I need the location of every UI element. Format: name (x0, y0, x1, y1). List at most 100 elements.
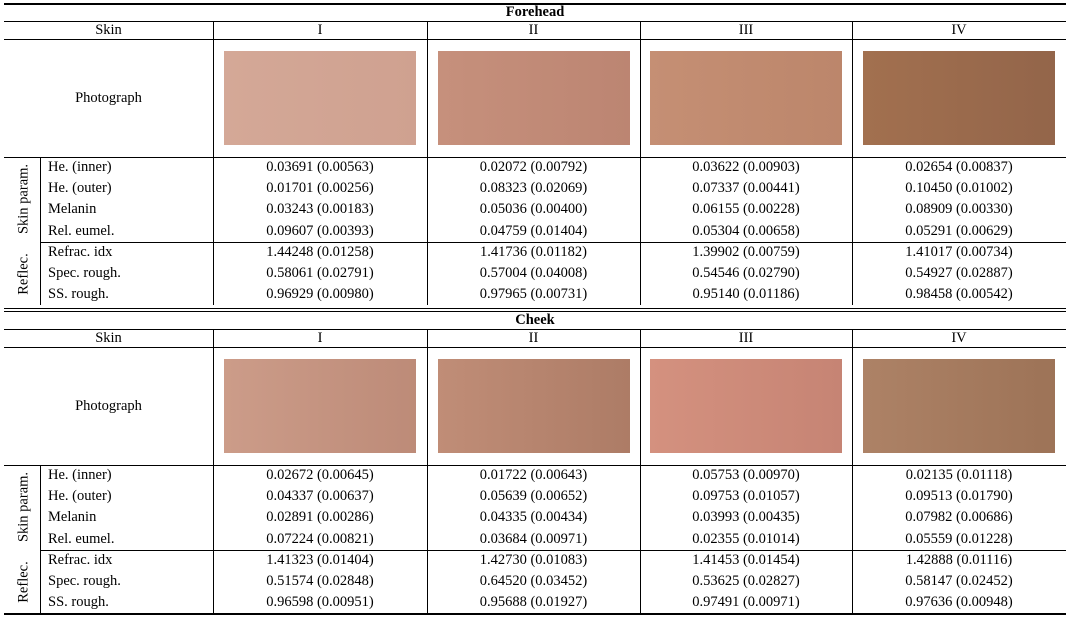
value-cell: 0.05036 (0.00400) (427, 199, 640, 220)
row-label: Rel. eumel. (40, 221, 213, 242)
column-rule (213, 157, 214, 305)
value-cell: 0.02355 (0.01014) (640, 529, 852, 550)
column-rule (427, 21, 428, 157)
value-cell: 0.02654 (0.00837) (852, 157, 1066, 178)
value-cell: 0.02672 (0.00645) (213, 465, 427, 486)
column-rule (427, 157, 428, 305)
section-title: Forehead (4, 3, 1066, 21)
row-label: He. (outer) (40, 486, 213, 507)
value-cell: 0.05304 (0.00658) (640, 221, 852, 242)
column-rule (213, 465, 214, 613)
column-rule (427, 465, 428, 613)
value-cell: 0.05559 (0.01228) (852, 529, 1066, 550)
row-label: SS. rough. (40, 284, 213, 305)
group-label: Skin param. (16, 472, 33, 542)
column-rule (213, 329, 214, 465)
value-cell: 0.02135 (0.01118) (852, 465, 1066, 486)
value-cell: 1.39902 (0.00759) (640, 242, 852, 263)
value-cell: 0.03691 (0.00563) (213, 157, 427, 178)
value-cell: 0.97965 (0.00731) (427, 284, 640, 305)
value-cell: 0.96598 (0.00951) (213, 592, 427, 613)
skin-photo (863, 51, 1055, 145)
value-cell: 0.95688 (0.01927) (427, 592, 640, 613)
value-cell: 0.05639 (0.00652) (427, 486, 640, 507)
row-label: Rel. eumel. (40, 529, 213, 550)
row-label: Spec. rough. (40, 571, 213, 592)
skin-photo (650, 51, 842, 145)
row-label: He. (outer) (40, 178, 213, 199)
value-cell: 0.02891 (0.00286) (213, 507, 427, 528)
column-header: IV (852, 329, 1066, 347)
value-cell: 0.08909 (0.00330) (852, 199, 1066, 220)
column-rule (852, 465, 853, 613)
column-header: I (213, 329, 427, 347)
column-header: IV (852, 21, 1066, 39)
row-header: Photograph (4, 39, 213, 157)
column-rule (40, 157, 41, 305)
rule (4, 308, 1066, 309)
skin-photo (438, 359, 630, 453)
column-rule (40, 465, 41, 613)
row-label: Spec. rough. (40, 263, 213, 284)
section-title: Cheek (4, 311, 1066, 329)
value-cell: 0.01722 (0.00643) (427, 465, 640, 486)
column-header: II (427, 21, 640, 39)
value-cell: 0.08323 (0.02069) (427, 178, 640, 199)
value-cell: 0.57004 (0.04008) (427, 263, 640, 284)
group-label: Reflec. (16, 253, 33, 294)
value-cell: 0.98458 (0.00542) (852, 284, 1066, 305)
column-header: Skin (4, 21, 213, 39)
row-label: He. (inner) (40, 157, 213, 178)
rule (4, 613, 1066, 615)
value-cell: 0.64520 (0.03452) (427, 571, 640, 592)
skin-photo (438, 51, 630, 145)
column-rule (640, 329, 641, 465)
skin-photo (224, 51, 416, 145)
value-cell: 0.04337 (0.00637) (213, 486, 427, 507)
value-cell: 0.53625 (0.02827) (640, 571, 852, 592)
value-cell: 0.58061 (0.02791) (213, 263, 427, 284)
value-cell: 0.97491 (0.00971) (640, 592, 852, 613)
row-label: He. (inner) (40, 465, 213, 486)
skin-photo (224, 359, 416, 453)
column-rule (213, 21, 214, 157)
skin-photo (650, 359, 842, 453)
column-rule (640, 157, 641, 305)
value-cell: 0.07224 (0.00821) (213, 529, 427, 550)
column-header: Skin (4, 329, 213, 347)
column-rule (640, 21, 641, 157)
row-label: SS. rough. (40, 592, 213, 613)
value-cell: 0.09607 (0.00393) (213, 221, 427, 242)
value-cell: 1.41453 (0.01454) (640, 550, 852, 571)
value-cell: 0.07982 (0.00686) (852, 507, 1066, 528)
skin-photo (863, 359, 1055, 453)
value-cell: 1.42888 (0.01116) (852, 550, 1066, 571)
value-cell: 0.02072 (0.00792) (427, 157, 640, 178)
value-cell: 0.05291 (0.00629) (852, 221, 1066, 242)
value-cell: 0.95140 (0.01186) (640, 284, 852, 305)
value-cell: 1.42730 (0.01083) (427, 550, 640, 571)
value-cell: 0.06155 (0.00228) (640, 199, 852, 220)
value-cell: 0.03684 (0.00971) (427, 529, 640, 550)
group-label: Skin param. (16, 164, 33, 234)
value-cell: 0.96929 (0.00980) (213, 284, 427, 305)
value-cell: 0.09513 (0.01790) (852, 486, 1066, 507)
value-cell: 0.04759 (0.01404) (427, 221, 640, 242)
value-cell: 0.03993 (0.00435) (640, 507, 852, 528)
value-cell: 0.04335 (0.00434) (427, 507, 640, 528)
value-cell: 0.54546 (0.02790) (640, 263, 852, 284)
value-cell: 1.44248 (0.01258) (213, 242, 427, 263)
column-rule (640, 465, 641, 613)
value-cell: 0.10450 (0.01002) (852, 178, 1066, 199)
row-label: Melanin (40, 199, 213, 220)
value-cell: 0.54927 (0.02887) (852, 263, 1066, 284)
value-cell: 1.41736 (0.01182) (427, 242, 640, 263)
row-label: Refrac. idx (40, 550, 213, 571)
column-rule (427, 329, 428, 465)
column-header: III (640, 21, 852, 39)
value-cell: 1.41323 (0.01404) (213, 550, 427, 571)
row-header: Photograph (4, 347, 213, 465)
column-header: I (213, 21, 427, 39)
row-label: Melanin (40, 507, 213, 528)
value-cell: 1.41017 (0.00734) (852, 242, 1066, 263)
